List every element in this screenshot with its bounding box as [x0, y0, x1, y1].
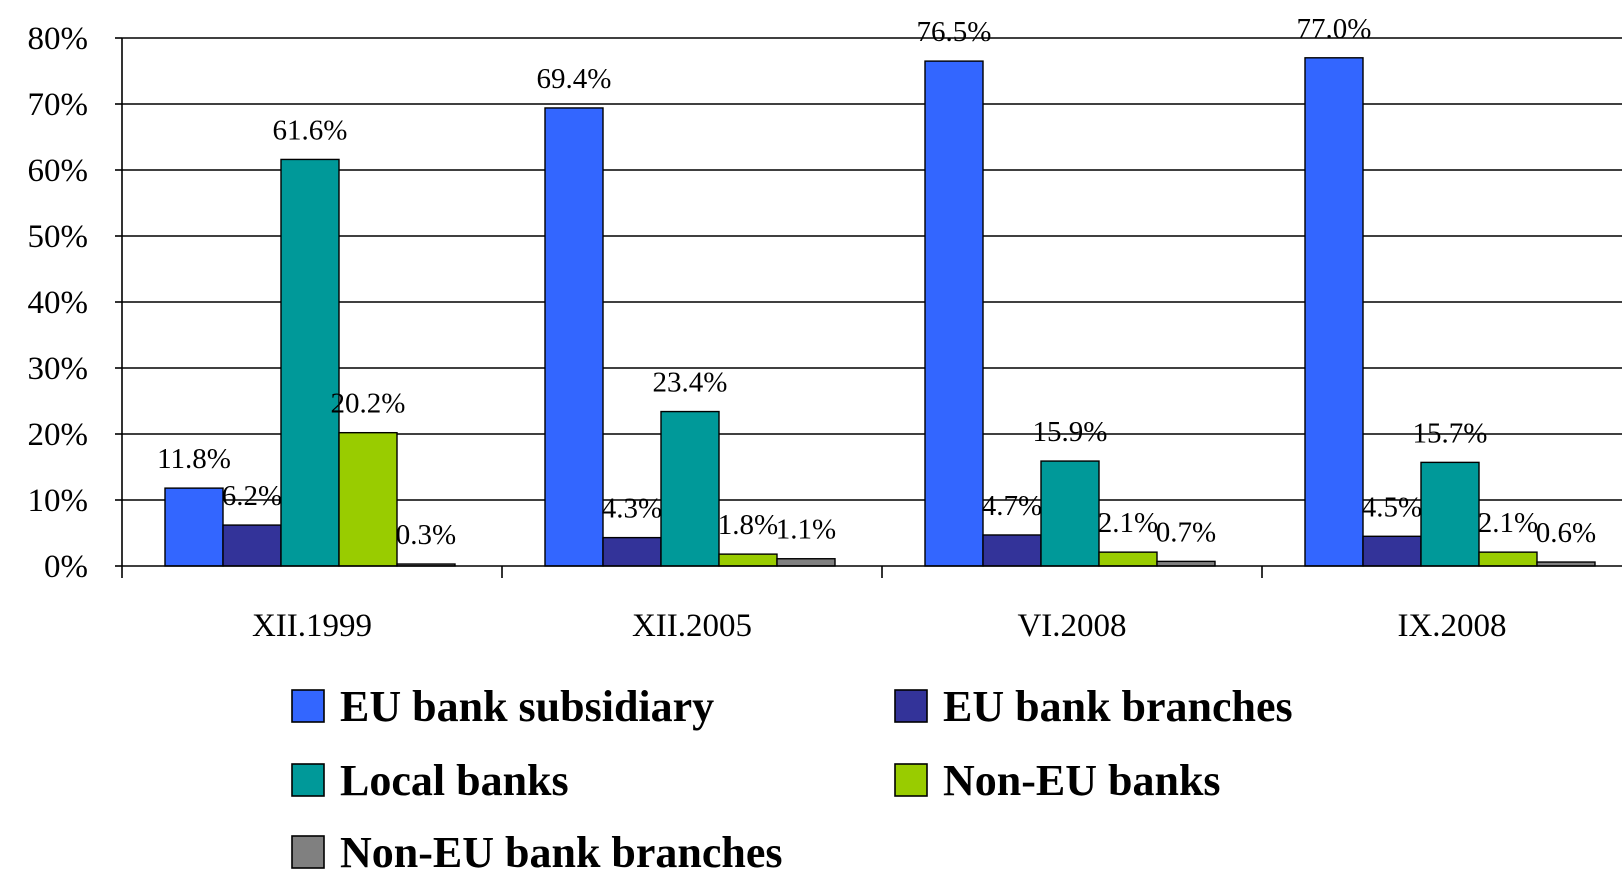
legend-label: Non-EU banks: [943, 756, 1221, 805]
y-tick-label: 70%: [28, 87, 89, 123]
bar: [544, 107, 604, 567]
bar-data-label: 2.1%: [1098, 507, 1158, 539]
bar-data-label: 15.9%: [1033, 416, 1108, 448]
legend-item: EU bank branches: [894, 682, 1293, 731]
bar: [602, 536, 662, 567]
legend-swatch: [291, 689, 325, 723]
bar: [924, 60, 984, 567]
y-tick-label: 50%: [28, 219, 89, 255]
bar: [280, 158, 340, 567]
x-category-label: XII.1999: [252, 608, 372, 644]
bar-data-label: 0.7%: [1156, 516, 1216, 548]
bar: [1098, 551, 1158, 567]
y-tick-label: 10%: [28, 483, 89, 519]
y-axis-ticks: 0% 10% 20% 30% 40% 50% 60% 70% 80%: [28, 21, 122, 585]
bar: [164, 487, 224, 567]
y-tick-label: 40%: [28, 285, 89, 321]
y-tick-label: 30%: [28, 351, 89, 387]
bar-data-label: 11.8%: [157, 443, 231, 475]
bar-data-label: 61.6%: [273, 114, 348, 146]
y-tick-label: 20%: [28, 417, 89, 453]
bar: [338, 431, 398, 567]
bar: [660, 410, 720, 567]
legend-item: Non-EU banks: [894, 756, 1221, 805]
bar-data-label: 69.4%: [537, 63, 612, 95]
bar-data-label: 76.5%: [917, 16, 992, 48]
axes: [121, 38, 1622, 578]
legend-label: Non-EU bank branches: [340, 828, 783, 877]
bars: [164, 57, 1596, 567]
bar-data-label: 2.1%: [1478, 507, 1538, 539]
y-tick-label: 60%: [28, 153, 89, 189]
legend-item: EU bank subsidiary: [291, 682, 714, 731]
bar: [1304, 57, 1364, 567]
bar: [1040, 460, 1100, 567]
bar-data-label: 0.3%: [396, 519, 456, 551]
bar-data-label: 4.5%: [1362, 491, 1422, 523]
bar-data-label: 1.8%: [718, 509, 778, 541]
legend-label: Local banks: [340, 756, 569, 805]
gridlines: [122, 37, 1622, 501]
y-tick-label: 80%: [28, 21, 89, 57]
legend-swatch: [894, 689, 928, 723]
bar-data-label: 4.3%: [602, 493, 662, 525]
bar-data-label: 4.7%: [982, 490, 1042, 522]
bar-data-label: 15.7%: [1413, 417, 1488, 449]
legend-label: EU bank branches: [943, 682, 1293, 731]
bar-data-label: 20.2%: [331, 388, 406, 420]
bar: [718, 553, 778, 567]
legend-item: Local banks: [291, 756, 569, 805]
bar-data-label: 0.6%: [1536, 517, 1596, 549]
bar-data-label: 1.1%: [776, 514, 836, 546]
x-axis-category-labels: XII.1999 XII.2005 VI.2008 IX.2008: [252, 608, 1507, 644]
bar: [1362, 535, 1422, 567]
bar: [776, 558, 836, 567]
y-tick-label: 0%: [44, 549, 88, 585]
x-category-label: XII.2005: [632, 608, 752, 644]
x-category-label: IX.2008: [1397, 608, 1506, 644]
bar-data-label: 77.0%: [1297, 13, 1372, 45]
bar: [982, 534, 1042, 567]
x-category-label: VI.2008: [1017, 608, 1126, 644]
legend-swatch: [894, 763, 928, 797]
legend-swatch: [291, 763, 325, 797]
legend-item: Non-EU bank branches: [291, 828, 783, 877]
legend-label: EU bank subsidiary: [340, 682, 714, 731]
legend-swatch: [291, 835, 325, 869]
bar: [1420, 461, 1480, 567]
bar-data-label: 23.4%: [653, 367, 728, 399]
bar-data-labels: 11.8% 6.2% 61.6% 20.2% 0.3% 69.4% 4.3% 23.4% 1.8…: [157, 13, 1596, 551]
bar: [222, 524, 282, 567]
bar: [1478, 551, 1538, 567]
bar-data-label: 6.2%: [222, 480, 282, 512]
legend: EU bank subsidiary EU bank branches Local …: [291, 682, 1293, 877]
